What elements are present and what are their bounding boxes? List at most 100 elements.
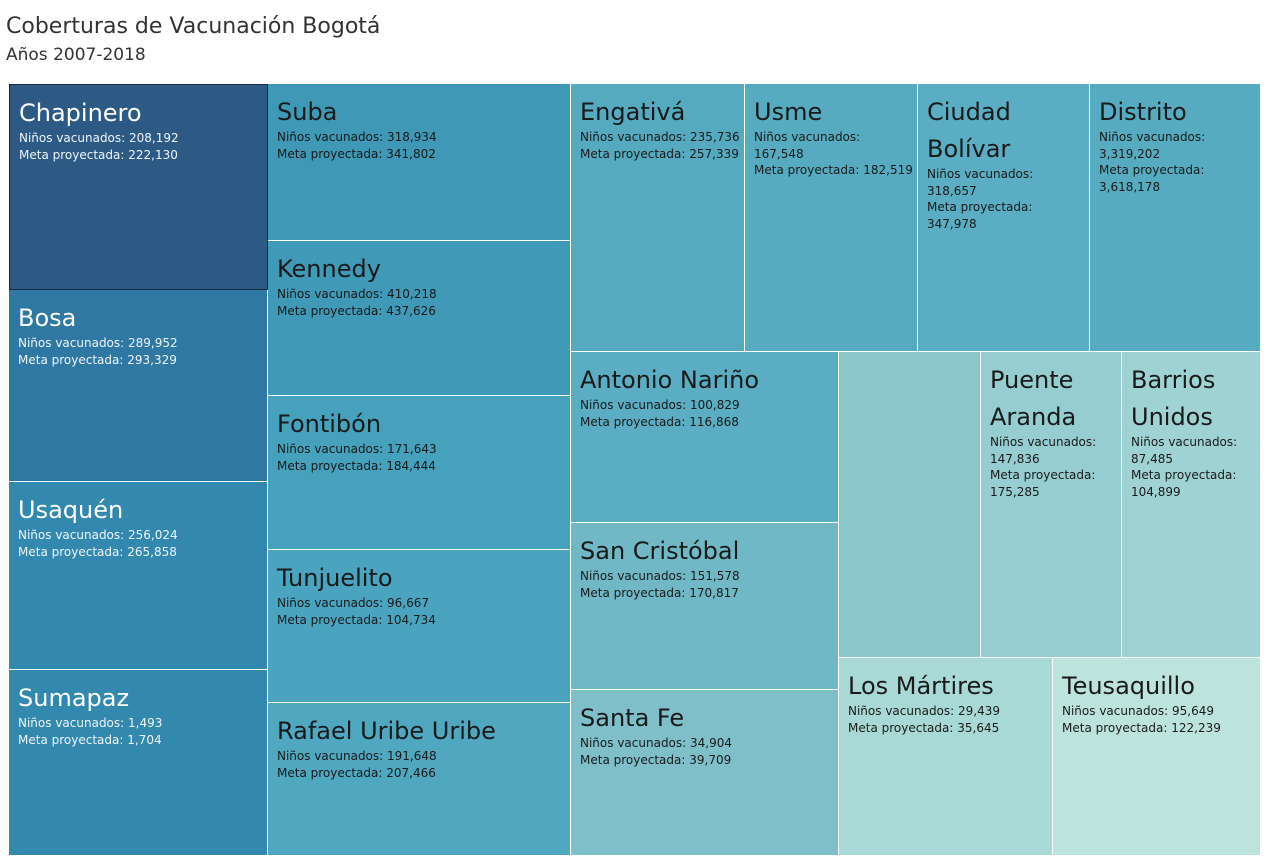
tile-rafael-uribe-uribe[interactable]: Rafael Uribe Uribe Niños vacunados: 191,6… bbox=[268, 703, 571, 856]
tile-suba[interactable]: Suba Niños vacunados: 318,934 Meta proyect… bbox=[268, 84, 571, 241]
tile-label: San Cristóbal Niños vacunados: 151,578 Met… bbox=[580, 533, 834, 601]
vaccinated-value: Niños vacunados: 289,952 bbox=[18, 335, 263, 352]
tile-name: Suba bbox=[277, 98, 338, 126]
vaccinated-value: Niños vacunados: 171,643 bbox=[277, 441, 566, 458]
target-label: Meta proyectada: bbox=[277, 458, 383, 473]
target-value: Meta proyectada: 341,802 bbox=[277, 146, 566, 163]
tile-antonio-narino[interactable]: Antonio Nariño Niños vacunados: 100,829 Me… bbox=[571, 352, 839, 523]
vaccinated-value: Niños vacunados: 95,649 bbox=[1062, 703, 1256, 720]
vaccinated-number: 34,904 bbox=[690, 736, 733, 750]
target-label: Meta proyectada: bbox=[990, 468, 1096, 482]
vaccinated-label: Niños vacunados: bbox=[18, 528, 125, 542]
tile-san-cristobal[interactable]: San Cristóbal Niños vacunados: 151,578 Met… bbox=[571, 523, 839, 690]
target-number: 104,899 bbox=[1131, 484, 1181, 499]
vaccinated-label: Niños vacunados: bbox=[1062, 704, 1169, 718]
target-number: 170,817 bbox=[689, 585, 739, 600]
tile-label: Los Mártires Niños vacunados: 29,439 Meta … bbox=[848, 668, 1048, 736]
vaccinated-number: 191,648 bbox=[387, 749, 437, 763]
tile-ciudad-bolivar[interactable]: Ciudad Bolívar Niños vacunados: 318,657 Met… bbox=[918, 84, 1090, 352]
target-value: Meta proyectada: 116,868 bbox=[580, 414, 834, 431]
tile-chapinero[interactable]: Chapinero Niños vacunados: 208,192 Meta pr… bbox=[9, 84, 268, 290]
tile-name: Teusaquillo bbox=[1062, 672, 1195, 700]
target-label: Meta proyectada: bbox=[1062, 720, 1168, 735]
target-label: Meta proyectada: bbox=[18, 352, 124, 367]
target-value: Meta proyectada: 182,519 bbox=[754, 162, 913, 179]
target-label: Meta proyectada: bbox=[19, 147, 125, 162]
target-label: Meta proyectada: bbox=[277, 146, 383, 161]
target-value: Meta proyectada: 122,239 bbox=[1062, 720, 1256, 737]
tile-name: Usaquén bbox=[18, 496, 124, 524]
tile-name: Los Mártires bbox=[848, 672, 994, 700]
target-label: Meta proyectada: bbox=[277, 612, 383, 627]
vaccinated-label: Niños vacunados: bbox=[277, 596, 384, 610]
vaccinated-value: Niños vacunados: 191,648 bbox=[277, 748, 566, 765]
vaccinated-label: Niños vacunados: bbox=[1131, 435, 1238, 449]
tile-label: Usme Niños vacunados: 167,548 Meta proyect… bbox=[754, 94, 913, 179]
tile-label: Barrios Unidos Niños vacunados: 87,485 Meta … bbox=[1131, 362, 1256, 500]
tile-name: Tunjuelito bbox=[277, 564, 393, 592]
vaccinated-number: 95,649 bbox=[1172, 704, 1215, 718]
tile-kennedy[interactable]: Kennedy Niños vacunados: 410,218 Meta proy… bbox=[268, 241, 571, 396]
target-number: 175,285 bbox=[990, 484, 1040, 499]
vaccinated-value: Niños vacunados: 147,836 bbox=[990, 434, 1117, 467]
target-value: Meta proyectada: 184,444 bbox=[277, 458, 566, 475]
target-value: Meta proyectada: 207,466 bbox=[277, 765, 566, 782]
vaccinated-number: 256,024 bbox=[128, 528, 178, 542]
target-number: 222,130 bbox=[128, 147, 178, 162]
target-number: 35,645 bbox=[957, 720, 1000, 735]
target-number: 265,858 bbox=[127, 544, 177, 559]
target-label: Meta proyectada: bbox=[580, 414, 686, 429]
tile-santa-fe[interactable]: Santa Fe Niños vacunados: 34,904 Meta proy… bbox=[571, 690, 839, 856]
tile-fontibon[interactable]: Fontibón Niños vacunados: 171,643 Meta pro… bbox=[268, 396, 571, 550]
target-value: Meta proyectada: 175,285 bbox=[990, 467, 1117, 500]
target-number: 207,466 bbox=[386, 765, 436, 780]
vaccinated-label: Niños vacunados: bbox=[1099, 130, 1206, 144]
tile-label: Santa Fe Niños vacunados: 34,904 Meta proy… bbox=[580, 700, 834, 768]
tile-usme[interactable]: Usme Niños vacunados: 167,548 Meta proyect… bbox=[745, 84, 918, 352]
tile-distrito[interactable]: Distrito Niños vacunados: 3,319,202 Meta pr… bbox=[1090, 84, 1261, 352]
chart-header: Coberturas de Vacunación Bogotá Años 200… bbox=[6, 12, 380, 68]
vaccinated-number: 3,319,202 bbox=[1099, 146, 1161, 161]
tile-engativa[interactable]: Engativá Niños vacunados: 235,736 Meta pro… bbox=[571, 84, 745, 352]
tile-teusaquillo[interactable]: Teusaquillo Niños vacunados: 95,649 Meta p… bbox=[1053, 658, 1261, 856]
vaccinated-label: Niños vacunados: bbox=[927, 167, 1034, 181]
target-label: Meta proyectada: bbox=[580, 146, 686, 161]
tile-label: Sumapaz Niños vacunados: 1,493 Meta proyec… bbox=[18, 680, 263, 748]
tile-bosa[interactable]: Bosa Niños vacunados: 289,952 Meta proyect… bbox=[9, 290, 268, 482]
target-value: Meta proyectada: 437,626 bbox=[277, 303, 566, 320]
tile-los-martires[interactable]: Los Mártires Niños vacunados: 29,439 Meta … bbox=[839, 658, 1053, 856]
tile-puente-aranda[interactable]: Puente Aranda Niños vacunados: 147,836 Meta … bbox=[981, 352, 1122, 658]
tile-label: Teusaquillo Niños vacunados: 95,649 Meta p… bbox=[1062, 668, 1256, 736]
target-number: 104,734 bbox=[386, 612, 436, 627]
target-number: 184,444 bbox=[386, 458, 436, 473]
tile-usaquen[interactable]: Usaquén Niños vacunados: 256,024 Meta proy… bbox=[9, 482, 268, 670]
tile-label: Antonio Nariño Niños vacunados: 100,829 Me… bbox=[580, 362, 834, 430]
tile-sumapaz[interactable]: Sumapaz Niños vacunados: 1,493 Meta proyec… bbox=[9, 670, 268, 856]
vaccinated-label: Niños vacunados: bbox=[277, 287, 384, 301]
vaccinated-value: Niños vacunados: 96,667 bbox=[277, 595, 566, 612]
tile-name: Antonio Nariño bbox=[580, 366, 760, 394]
vaccinated-number: 318,934 bbox=[387, 130, 437, 144]
vaccinated-number: 208,192 bbox=[129, 131, 179, 145]
vaccinated-label: Niños vacunados: bbox=[580, 130, 687, 144]
vaccinated-value: Niños vacunados: 3,319,202 bbox=[1099, 129, 1256, 162]
vaccinated-number: 235,736 bbox=[690, 130, 740, 144]
vaccinated-value: Niños vacunados: 29,439 bbox=[848, 703, 1048, 720]
vaccinated-label: Niños vacunados: bbox=[580, 736, 687, 750]
vaccinated-value: Niños vacunados: 87,485 bbox=[1131, 434, 1256, 467]
tile-tunjuelito[interactable]: Tunjuelito Niños vacunados: 96,667 Meta pr… bbox=[268, 550, 571, 703]
tile-label: Usaquén Niños vacunados: 256,024 Meta proy… bbox=[18, 492, 263, 560]
vaccinated-label: Niños vacunados: bbox=[18, 336, 125, 350]
vaccinated-label: Niños vacunados: bbox=[580, 569, 687, 583]
tile-barrios-unidos[interactable]: Barrios Unidos Niños vacunados: 87,485 Meta … bbox=[1122, 352, 1261, 658]
vaccinated-value: Niños vacunados: 34,904 bbox=[580, 735, 834, 752]
target-number: 116,868 bbox=[689, 414, 739, 429]
target-label: Meta proyectada: bbox=[580, 585, 686, 600]
tile-unlabeled[interactable] bbox=[839, 352, 981, 658]
chart-subtitle: Años 2007-2018 bbox=[6, 45, 146, 65]
target-value: Meta proyectada: 222,130 bbox=[19, 147, 263, 164]
target-number: 182,519 bbox=[863, 163, 913, 177]
vaccinated-number: 151,578 bbox=[690, 569, 740, 583]
vaccinated-label: Niños vacunados: bbox=[277, 130, 384, 144]
vaccinated-value: Niños vacunados: 256,024 bbox=[18, 527, 263, 544]
